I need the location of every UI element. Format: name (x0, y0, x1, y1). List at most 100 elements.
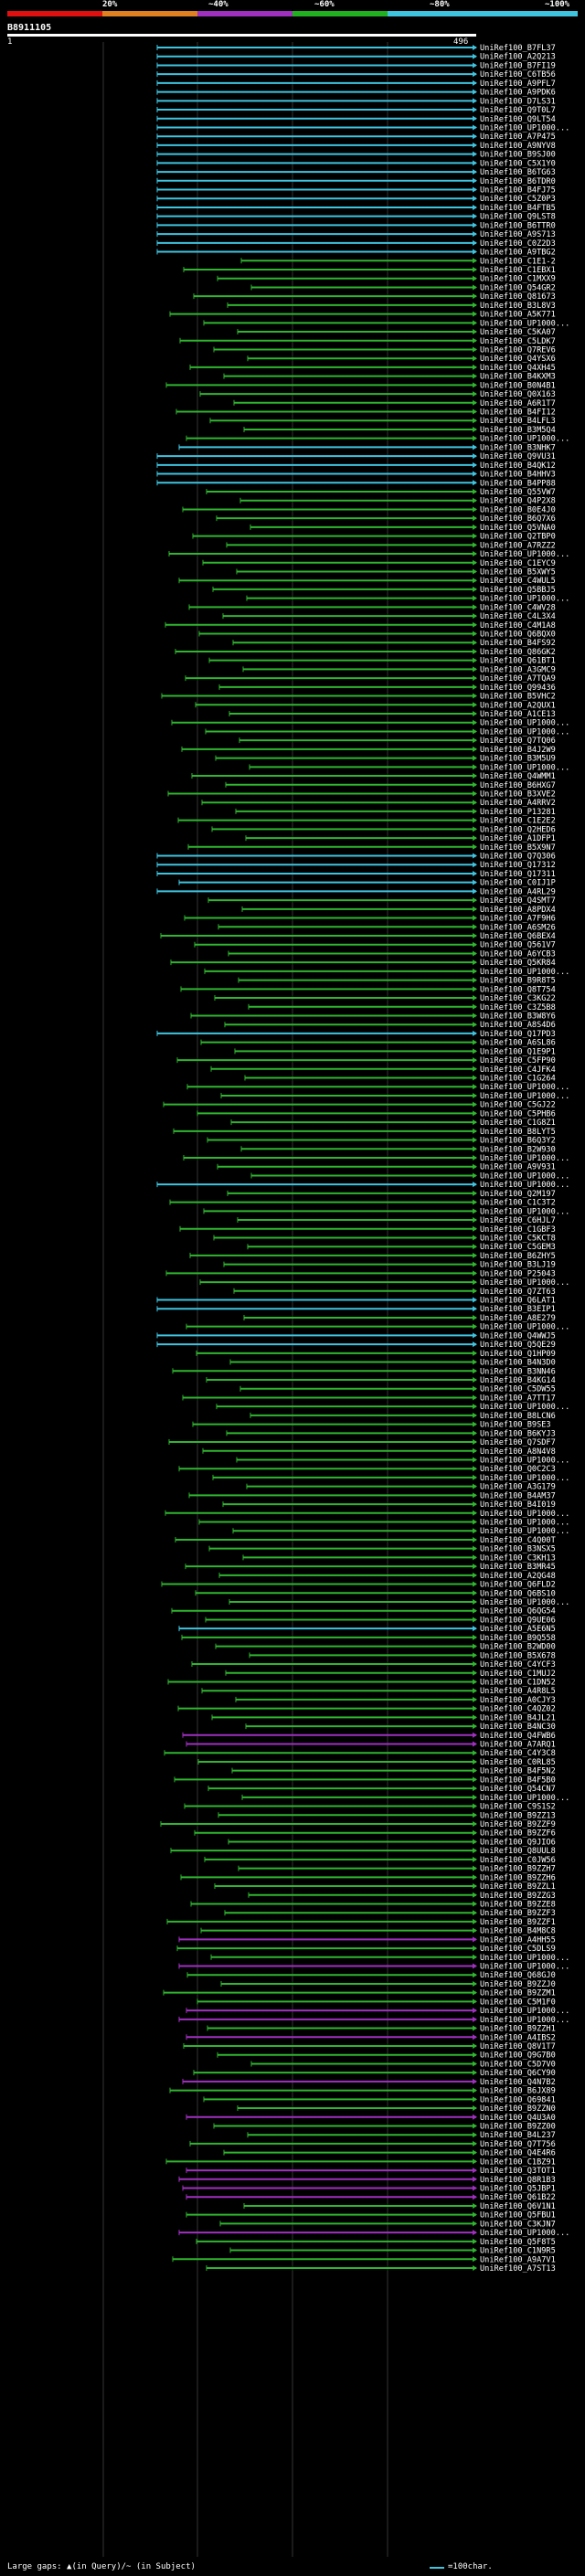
hit-label[interactable]: UniRef100_B4J2W9 (480, 746, 556, 755)
hit-label[interactable]: UniRef100_C0RL85 (480, 1758, 556, 1767)
hit-label[interactable]: UniRef100_B2W930 (480, 1145, 556, 1154)
hit-label[interactable]: UniRef100_B4FTB5 (480, 204, 556, 213)
hit-label[interactable]: UniRef100_B3LJ19 (480, 1261, 556, 1270)
hit-label[interactable]: UniRef100_Q7ZT63 (480, 1288, 556, 1297)
hit-label[interactable]: UniRef100_B9ZZE8 (480, 1900, 556, 1909)
hit-label[interactable]: UniRef100_A4HH55 (480, 1935, 556, 1945)
hit-label[interactable]: UniRef100_C9S1S2 (480, 1803, 556, 1812)
hit-label[interactable]: UniRef100_C3KJN7 (480, 2220, 556, 2229)
hit-label[interactable]: UniRef100_UP1000... (480, 1519, 569, 1528)
hit-label[interactable]: UniRef100_C5D7V0 (480, 2060, 556, 2069)
hit-label[interactable]: UniRef100_UP1000... (480, 1323, 569, 1332)
hit-label[interactable]: UniRef100_Q54CN7 (480, 1785, 556, 1794)
hit-label[interactable]: UniRef100_B4F5N2 (480, 1767, 556, 1776)
hit-label[interactable]: UniRef100_B3NHK7 (480, 443, 556, 452)
hit-label[interactable]: UniRef100_A4RL29 (480, 887, 556, 896)
hit-label[interactable]: UniRef100_C1N9R5 (480, 2247, 556, 2256)
hit-label[interactable]: UniRef100_C5M1F0 (480, 1998, 556, 2007)
hit-label[interactable]: UniRef100_A7RZZ2 (480, 541, 556, 550)
hit-label[interactable]: UniRef100_C4L3X4 (480, 612, 556, 621)
hit-label[interactable]: UniRef100_A9V931 (480, 1163, 556, 1172)
hit-label[interactable]: UniRef100_Q5VNA0 (480, 524, 556, 533)
hit-label[interactable]: UniRef100_A1CE13 (480, 710, 556, 719)
hit-label[interactable]: UniRef100_C3Z5B8 (480, 1003, 556, 1012)
hit-label[interactable]: UniRef100_A5E6N5 (480, 1625, 556, 1634)
hit-label[interactable]: UniRef100_B0E4J0 (480, 505, 556, 514)
hit-label[interactable]: UniRef100_B9ZZF3 (480, 1909, 556, 1918)
hit-label[interactable]: UniRef100_Q9JIO6 (480, 1838, 556, 1847)
hit-label[interactable]: UniRef100_A2QUX1 (480, 701, 556, 710)
hit-label[interactable]: UniRef100_B4QK12 (480, 461, 556, 471)
hit-label[interactable]: UniRef100_A9A7V1 (480, 2255, 556, 2264)
hit-label[interactable]: UniRef100_C5DLS9 (480, 1945, 556, 1954)
hit-label[interactable]: UniRef100_Q7T756 (480, 2140, 556, 2149)
hit-label[interactable]: UniRef100_A6YCB3 (480, 949, 556, 959)
hit-label[interactable]: UniRef100_Q3TOT1 (480, 2167, 556, 2176)
hit-label[interactable]: UniRef100_C4WUL5 (480, 577, 556, 586)
hit-label[interactable]: UniRef100_Q6CY90 (480, 2069, 556, 2078)
hit-label[interactable]: UniRef100_Q5QE29 (480, 1341, 556, 1350)
hit-label[interactable]: UniRef100_B0N4B1 (480, 381, 556, 390)
hit-label[interactable]: UniRef100_A9NYV8 (480, 142, 556, 151)
hit-label[interactable]: UniRef100_B3L8V3 (480, 302, 556, 311)
hit-label[interactable]: UniRef100_UP1000... (480, 1794, 569, 1803)
hit-label[interactable]: UniRef100_UP1000... (480, 319, 569, 328)
hit-label[interactable]: UniRef100_C4Y3C8 (480, 1749, 556, 1758)
hit-label[interactable]: UniRef100_B6HXG7 (480, 781, 556, 790)
hit-label[interactable]: UniRef100_A8PDX4 (480, 906, 556, 915)
hit-label[interactable]: UniRef100_B9ZZH6 (480, 1873, 556, 1882)
hit-label[interactable]: UniRef100_Q6FLD2 (480, 1581, 556, 1590)
hit-label[interactable]: UniRef100_UP1000... (480, 727, 569, 737)
hit-label[interactable]: UniRef100_Q17PD3 (480, 1030, 556, 1039)
hit-label[interactable]: UniRef100_B4F5B0 (480, 1776, 556, 1785)
hit-label[interactable]: UniRef100_B5VHC2 (480, 693, 556, 702)
hit-label[interactable]: UniRef100_C5DW55 (480, 1385, 556, 1394)
hit-label[interactable]: UniRef100_UP1000... (480, 2007, 569, 2016)
hit-label[interactable]: UniRef100_UP1000... (480, 550, 569, 559)
hit-label[interactable]: UniRef100_D7LS31 (480, 97, 556, 106)
hit-label[interactable]: UniRef100_A2QG48 (480, 1572, 556, 1581)
hit-label[interactable]: UniRef100_B4KG14 (480, 1376, 556, 1385)
hit-label[interactable]: UniRef100_Q9T0L7 (480, 106, 556, 115)
hit-label[interactable]: UniRef100_UP1000... (480, 595, 569, 604)
hit-label[interactable]: UniRef100_Q7Q306 (480, 853, 556, 862)
hit-label[interactable]: UniRef100_A4RRV2 (480, 799, 556, 808)
hit-label[interactable]: UniRef100_B6Q3Y2 (480, 1137, 556, 1146)
hit-label[interactable]: UniRef100_B3NN46 (480, 1367, 556, 1376)
hit-label[interactable]: UniRef100_A3GMC9 (480, 665, 556, 674)
hit-label[interactable]: UniRef100_B4JL21 (480, 1713, 556, 1723)
hit-label[interactable]: UniRef100_Q4YSX6 (480, 355, 556, 364)
hit-label[interactable]: UniRef100_B9ZZF6 (480, 1829, 556, 1839)
hit-label[interactable]: UniRef100_Q7REV6 (480, 345, 556, 355)
hit-label[interactable]: UniRef100_Q2TBP0 (480, 533, 556, 542)
hit-label[interactable]: UniRef100_Q4WWJ5 (480, 1331, 556, 1341)
hit-label[interactable]: UniRef100_C5X1Y0 (480, 159, 556, 168)
hit-label[interactable]: UniRef100_C5GJ22 (480, 1101, 556, 1110)
hit-label[interactable]: UniRef100_B6JX89 (480, 2087, 556, 2096)
hit-label[interactable]: UniRef100_B3MR45 (480, 1563, 556, 1572)
hit-label[interactable]: UniRef100_A6SM26 (480, 923, 556, 932)
hit-label[interactable]: UniRef100_Q5BBJ5 (480, 586, 556, 595)
hit-label[interactable]: UniRef100_Q6QG54 (480, 1607, 556, 1617)
hit-label[interactable]: UniRef100_UP1000... (480, 1510, 569, 1519)
hit-label[interactable]: UniRef100_UP1000... (480, 719, 569, 728)
hit-label[interactable]: UniRef100_C1GBF3 (480, 1225, 556, 1235)
hit-label[interactable]: UniRef100_Q7SDF7 (480, 1438, 556, 1447)
hit-label[interactable]: UniRef100_B4N3D0 (480, 1359, 556, 1368)
hit-label[interactable]: UniRef100_Q7TQ06 (480, 737, 556, 746)
hit-label[interactable]: UniRef100_B9ZZH1 (480, 2025, 556, 2034)
hit-label[interactable]: UniRef100_Q2M197 (480, 1190, 556, 1199)
hit-label[interactable]: UniRef100_UP1000... (480, 2229, 569, 2238)
hit-label[interactable]: UniRef100_B4HHV3 (480, 471, 556, 480)
hit-label[interactable]: UniRef100_B9ZZL1 (480, 1882, 556, 1892)
hit-label[interactable]: UniRef100_B4FS92 (480, 639, 556, 648)
hit-label[interactable]: UniRef100_A7ARQ1 (480, 1741, 556, 1750)
hit-label[interactable]: UniRef100_B6TG63 (480, 168, 556, 177)
hit-label[interactable]: UniRef100_C4WV28 (480, 603, 556, 612)
hit-label[interactable]: UniRef100_Q8V1T7 (480, 2042, 556, 2051)
hit-label[interactable]: UniRef100_Q0C2C3 (480, 1465, 556, 1474)
hit-label[interactable]: UniRef100_A0CJY3 (480, 1696, 556, 1705)
hit-label[interactable]: UniRef100_C1BZ91 (480, 2157, 556, 2167)
hit-label[interactable]: UniRef100_A7ST13 (480, 2264, 556, 2274)
hit-label[interactable]: UniRef100_A6R1T7 (480, 399, 556, 408)
